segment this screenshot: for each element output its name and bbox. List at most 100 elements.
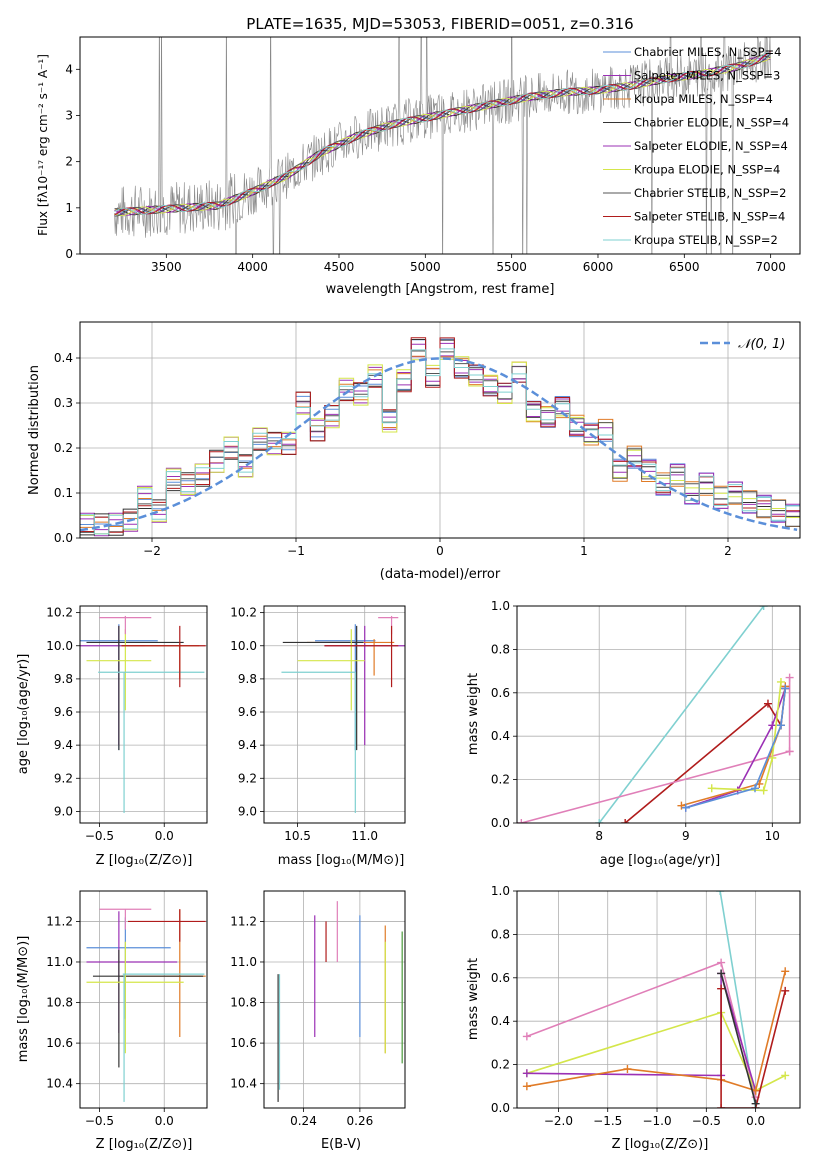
weight-marker [776, 677, 785, 686]
weight_vs_Z-plot-area [522, 891, 790, 1108]
mass-vs-z-xlabel: Z [log₁₀(Z/Z⊙)] [96, 1137, 193, 1152]
weight-line [720, 973, 757, 1104]
mass_vs_EBV-ytick-label: 11.2 [230, 914, 257, 928]
weight-marker [785, 747, 794, 756]
weight-marker [595, 819, 604, 823]
age_vs_Z-xtick-label: 0.0 [155, 829, 174, 843]
weight-marker [781, 684, 790, 693]
weight_vs_age-ytick-label: 0.6 [491, 686, 510, 700]
age_vs_mass-ytick-label: 10.2 [230, 606, 257, 620]
spectrum-xtick-label: 4500 [324, 260, 355, 274]
weight-marker [677, 801, 686, 810]
spectrum-xtick-label: 6000 [583, 260, 614, 274]
residuals-ytick-label: 0.1 [54, 486, 73, 500]
spectrum-ytick-label: 2 [65, 155, 73, 169]
weight-marker [717, 984, 726, 993]
age_vs_mass-ytick-label: 9.4 [238, 738, 257, 752]
mass_vs_EBV-axes-frame [263, 890, 406, 1109]
weight-marker [522, 1032, 531, 1041]
weight-marker [522, 1069, 531, 1078]
mass_vs_EBV-ytick-label: 10.6 [230, 1036, 257, 1050]
age_vs_Z-ytick-label: 9.8 [54, 672, 73, 686]
age-vs-mass-xlabel: mass [log₁₀(M/M⊙)] [278, 853, 405, 868]
spectrum-xtick-label: 7000 [755, 260, 786, 274]
residuals-xtick-label: 2 [724, 544, 732, 558]
weight_vs_age-xtick-label: 9 [682, 829, 690, 843]
weight_vs_Z-ytick-label: 0.2 [491, 1058, 510, 1072]
weight-line [685, 688, 787, 809]
mass_vs_EBV-ytick-label: 11.0 [230, 955, 257, 969]
legend-label: Salpeter ELODIE, N_SSP=4 [634, 139, 788, 153]
mass_vs_Z-xtick-label: −0.5 [85, 1114, 114, 1128]
weight-line [526, 1011, 786, 1092]
weight-marker [759, 606, 768, 610]
residuals-ylabel: Normed distribution [27, 365, 42, 495]
weight-vs-z-ylabel: mass weight [466, 958, 481, 1040]
weight_vs_age-ytick-label: 0.4 [491, 729, 510, 743]
spectrum-xtick-label: 6500 [669, 260, 700, 274]
weight-marker [716, 891, 725, 895]
mass_vs_Z-ytick-label: 11.2 [46, 914, 73, 928]
weight_vs_Z-ytick-label: 0.0 [491, 1101, 510, 1115]
weight-marker [785, 673, 794, 682]
weight-marker [781, 1071, 790, 1080]
weight_vs_age-xtick-label: 8 [595, 829, 603, 843]
spectrum-xlabel: wavelength [Angstrom, rest frame] [326, 282, 555, 297]
weight_vs_Z-xtick-label: −1.0 [642, 1114, 671, 1128]
age_vs_Z-xtick-label: −0.5 [85, 829, 114, 843]
weight-line [720, 988, 786, 1108]
age_vs_mass-xtick-label: 11.0 [351, 829, 378, 843]
weight_vs_Z-ytick-label: 0.6 [491, 971, 510, 985]
mass_vs_Z-ytick-label: 11.0 [46, 955, 73, 969]
weight-marker [759, 786, 768, 795]
weight-marker [781, 986, 790, 995]
residuals-ytick-label: 0.4 [54, 351, 73, 365]
legend-label: Chabrier STELIB, N_SSP=2 [634, 186, 786, 200]
age_vs_Z-ytick-label: 10.2 [46, 606, 73, 620]
gaussian-curve [80, 357, 798, 532]
spectrum-title: PLATE=1635, MJD=53053, FIBERID=0051, z=0… [246, 15, 633, 33]
age_vs_Z-ytick-label: 9.4 [54, 738, 73, 752]
weight_vs_age-ytick-label: 0.2 [491, 773, 510, 787]
weight-marker [707, 784, 716, 793]
weight_vs_Z-xtick-label: −0.5 [692, 1114, 721, 1128]
model-salpeter-stelib [114, 51, 771, 216]
weight_vs_Z-ytick-label: 1.0 [491, 884, 510, 898]
age_vs_mass-plot-area [281, 615, 405, 814]
weight-marker [776, 721, 785, 730]
age_vs_mass-ytick-label: 10.0 [230, 639, 257, 653]
age_vs_mass-xtick-label: 10.5 [284, 829, 311, 843]
mass_vs_Z-xtick-label: 0.0 [155, 1114, 174, 1128]
mass_vs_Z-ytick-label: 10.4 [46, 1077, 73, 1091]
weight-marker [751, 1099, 760, 1108]
weight-vs-age-xlabel: age [log₁₀(age/yr)] [600, 853, 721, 868]
legend-label: 𝒩(0, 1) [738, 337, 785, 352]
weight-line [526, 971, 786, 1092]
weight-marker [750, 784, 759, 793]
weight-marker [717, 969, 726, 978]
weight-marker [768, 753, 777, 762]
spectrum-ytick-label: 1 [65, 201, 73, 215]
weight-marker [681, 803, 690, 812]
weight-line [521, 677, 791, 823]
age-vs-z-xlabel: Z [log₁₀(Z/Z⊙)] [96, 853, 193, 868]
legend-label: Kroupa STELIB, N_SSP=2 [634, 233, 778, 247]
weight_vs_Z-axes-frame [516, 890, 801, 1109]
weight_vs_age-plot-area [517, 606, 794, 823]
legend-label: Salpeter MILES, N_SSP=3 [634, 69, 780, 83]
mass_vs_Z-axes-frame [79, 890, 208, 1109]
spectrum-ytick-label: 0 [65, 247, 73, 261]
weight-line [598, 606, 765, 823]
observed-spectrum [114, 37, 771, 254]
weight_vs_Z-xtick-label: −1.5 [593, 1114, 622, 1128]
legend-label: Salpeter STELIB, N_SSP=4 [634, 210, 785, 224]
model-salpeter-elodie [114, 57, 771, 216]
weight-marker [517, 819, 526, 823]
weight-marker [763, 699, 772, 708]
mass-vs-ebv-xlabel: E(B-V) [321, 1137, 361, 1152]
residuals-plot-area [80, 337, 800, 537]
spectrum-xtick-label: 5000 [410, 260, 441, 274]
age_vs_Z-ytick-label: 9.2 [54, 771, 73, 785]
residuals-xtick-label: −1 [287, 544, 305, 558]
age_vs_mass-axes-frame [263, 605, 406, 824]
